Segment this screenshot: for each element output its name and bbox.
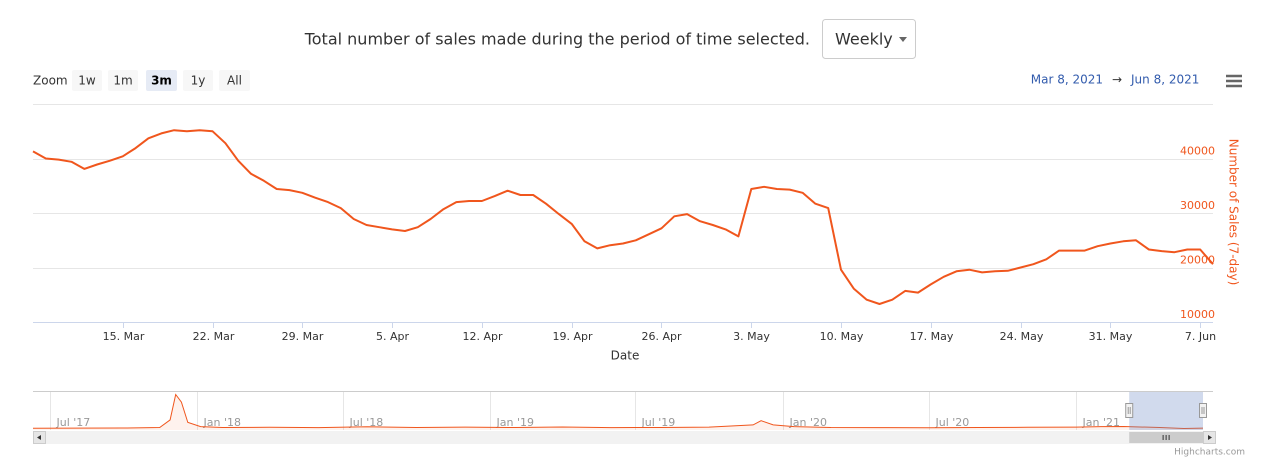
- x-tick-label: 5. Apr: [376, 330, 409, 343]
- select-value[interactable]: Weekly: [835, 30, 893, 49]
- x-tick-label: 22. Mar: [193, 330, 235, 343]
- x-tick-label: 15. Mar: [103, 330, 145, 343]
- x-tick-label: 29. Mar: [282, 330, 324, 343]
- navigator-handle-grip: [1201, 407, 1205, 414]
- series-line: [32, 129, 1214, 305]
- navigator-tick-label: Jan '18: [203, 416, 241, 429]
- y-tick-label: 30000: [1180, 199, 1215, 212]
- zoom-button[interactable]: [72, 70, 102, 91]
- zoom-button-label[interactable]: 1m: [113, 74, 132, 88]
- navigator-tick-label: Jan '19: [496, 416, 534, 429]
- x-tick-label: 12. Apr: [462, 330, 502, 343]
- header-text: Total number of sales made during the pe…: [304, 30, 810, 49]
- x-tick-label: 31. May: [1089, 330, 1133, 343]
- select-arrow: [899, 37, 907, 42]
- x-tick-label: 26. Apr: [641, 330, 681, 343]
- x-tick-label: 3. May: [733, 330, 770, 343]
- navigator-tick-label: Jul '18: [349, 416, 384, 429]
- scrollbar-right-arrow: [1208, 435, 1212, 440]
- scrollbar-grip: [1162, 435, 1170, 440]
- zoom-button-label[interactable]: 3m: [151, 74, 172, 88]
- zoom-button-label[interactable]: 1w: [78, 74, 96, 88]
- y-tick-label: 40000: [1180, 145, 1215, 158]
- x-tick-label: 7. Jun: [1185, 330, 1216, 343]
- navigator-tick-label: Jan '21: [1082, 416, 1120, 429]
- navigator-handle[interactable]: [1125, 403, 1134, 418]
- navigator-line: [32, 393, 1204, 430]
- zoom-button[interactable]: [219, 70, 250, 91]
- zoom-button[interactable]: [108, 70, 138, 91]
- credits[interactable]: Highcharts.com: [1174, 448, 1245, 458]
- range-from[interactable]: Mar 8, 2021: [1031, 73, 1103, 87]
- zoom-buttons: 1w 1m 3m 1y All: [72, 70, 250, 91]
- zoom-button-label[interactable]: All: [227, 74, 242, 88]
- navigator-tick-label: Jan '20: [789, 416, 827, 429]
- x-tick-label: 24. May: [1000, 330, 1044, 343]
- navigator-tick-label: Jul '17: [56, 416, 91, 429]
- navigator-mask[interactable]: [1129, 392, 1203, 430]
- range-arrow: →: [1112, 73, 1122, 87]
- navigator-tick-label: Jul '20: [935, 416, 970, 429]
- x-tick-label: 17. May: [910, 330, 954, 343]
- navigator-handle-grip: [1127, 407, 1131, 414]
- menu-button[interactable]: [1222, 70, 1246, 92]
- x-axis-title: Date: [611, 349, 640, 363]
- select-box[interactable]: [822, 19, 916, 59]
- navigator-tick-label: Jul '19: [641, 416, 676, 429]
- menu-icon: [1226, 74, 1242, 88]
- range-to[interactable]: Jun 8, 2021: [1130, 73, 1199, 87]
- x-tick-label: 10. May: [820, 330, 864, 343]
- y-tick-label: 10000: [1180, 308, 1215, 321]
- zoom-button[interactable]: [146, 70, 177, 91]
- zoom-button[interactable]: [183, 70, 213, 91]
- scrollbar-track[interactable]: [33, 431, 1216, 444]
- x-tick-label: 19. Apr: [552, 330, 592, 343]
- y-axis-title: Number of Sales (7-day): [1227, 139, 1241, 286]
- scrollbar-left-arrow: [37, 435, 41, 440]
- zoom-label: Zoom: [33, 74, 68, 88]
- zoom-button-label[interactable]: 1y: [191, 74, 206, 88]
- navigator-handle[interactable]: [1199, 403, 1207, 418]
